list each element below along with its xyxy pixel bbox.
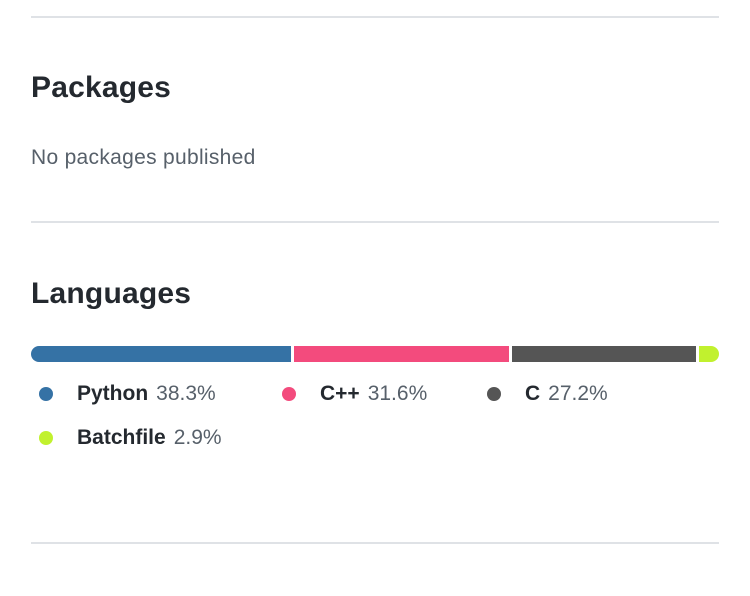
language-percent: 2.9% bbox=[173, 426, 222, 449]
section-divider bbox=[31, 16, 719, 18]
language-link-c[interactable]: C 27.2% bbox=[479, 376, 608, 412]
language-link-cpp[interactable]: C++ 31.6% bbox=[274, 376, 427, 412]
language-name: Python bbox=[77, 382, 149, 405]
language-bar-segment-batchfile bbox=[699, 346, 719, 362]
language-bar-segment-cpp bbox=[294, 346, 509, 362]
language-percent: 27.2% bbox=[548, 382, 608, 405]
language-percent: 31.6% bbox=[367, 382, 428, 405]
language-percent: 38.3% bbox=[156, 382, 216, 405]
language-dot-icon bbox=[39, 431, 53, 445]
section-divider bbox=[31, 221, 719, 223]
language-bar-segment-c bbox=[511, 346, 697, 362]
language-name: C++ bbox=[320, 382, 360, 405]
language-bar-segment-python bbox=[31, 346, 292, 362]
language-bar bbox=[31, 346, 719, 362]
packages-heading[interactable]: Packages bbox=[31, 71, 172, 104]
language-link-batchfile[interactable]: Batchfile 2.9% bbox=[31, 420, 222, 456]
language-dot-icon bbox=[39, 387, 53, 401]
language-link-python[interactable]: Python 38.3% bbox=[31, 376, 216, 412]
no-packages-text: No packages published bbox=[31, 146, 256, 169]
section-divider bbox=[31, 542, 719, 544]
language-name: C bbox=[525, 382, 541, 405]
languages-heading: Languages bbox=[31, 277, 192, 310]
language-name: Batchfile bbox=[77, 426, 166, 449]
language-dot-icon bbox=[282, 387, 296, 401]
language-dot-icon bbox=[487, 387, 501, 401]
